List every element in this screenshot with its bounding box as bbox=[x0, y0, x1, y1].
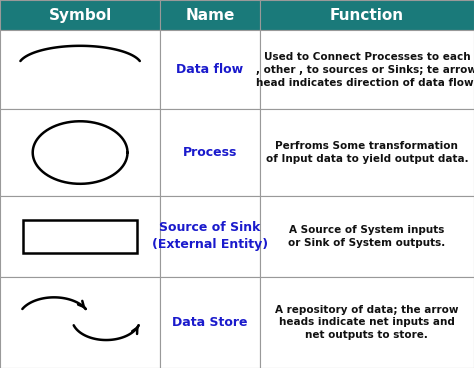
Bar bbox=[160, 196, 260, 277]
Text: Data Store: Data Store bbox=[172, 316, 248, 329]
Bar bbox=[160, 0, 260, 30]
Bar bbox=[160, 277, 260, 368]
Text: Name: Name bbox=[185, 8, 235, 22]
Bar bbox=[23, 220, 137, 253]
Bar bbox=[0, 0, 160, 30]
Text: Function: Function bbox=[330, 8, 404, 22]
Text: Data flow: Data flow bbox=[176, 63, 244, 76]
Text: A repository of data; the arrow
heads indicate net inputs and
net outputs to sto: A repository of data; the arrow heads in… bbox=[275, 305, 459, 340]
Text: Process: Process bbox=[183, 146, 237, 159]
Bar bbox=[260, 0, 474, 30]
Bar bbox=[260, 30, 474, 109]
Bar bbox=[160, 30, 260, 109]
Bar bbox=[0, 277, 160, 368]
Text: Perfroms Some transformation
of Input data to yield output data.: Perfroms Some transformation of Input da… bbox=[265, 141, 468, 164]
Bar bbox=[160, 109, 260, 196]
Bar bbox=[260, 277, 474, 368]
Bar bbox=[260, 196, 474, 277]
Text: Used to Connect Processes to each
, other , to sources or Sinks; te arrow
head i: Used to Connect Processes to each , othe… bbox=[256, 52, 474, 88]
Bar bbox=[0, 109, 160, 196]
Text: Symbol: Symbol bbox=[48, 8, 112, 22]
Bar bbox=[0, 30, 160, 109]
Text: Source of Sink
(External Entity): Source of Sink (External Entity) bbox=[152, 221, 268, 251]
Text: A Source of System inputs
or Sink of System outputs.: A Source of System inputs or Sink of Sys… bbox=[288, 225, 446, 248]
Bar bbox=[0, 196, 160, 277]
Bar bbox=[260, 109, 474, 196]
